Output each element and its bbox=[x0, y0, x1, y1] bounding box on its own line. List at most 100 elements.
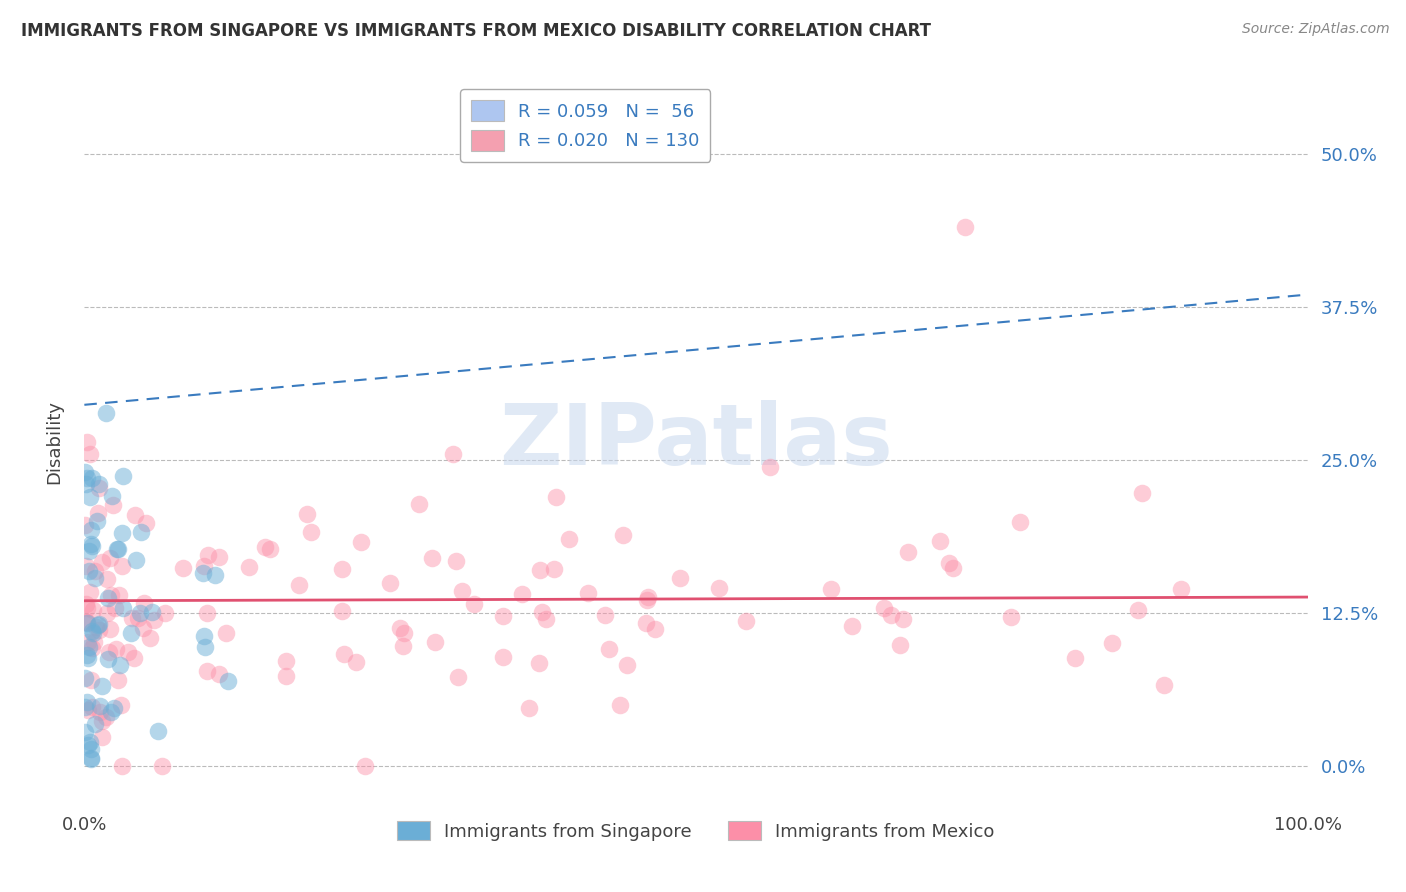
Point bbox=[529, 563, 551, 577]
Text: IMMIGRANTS FROM SINGAPORE VS IMMIGRANTS FROM MEXICO DISABILITY CORRELATION CHART: IMMIGRANTS FROM SINGAPORE VS IMMIGRANTS … bbox=[21, 22, 931, 40]
Point bbox=[96, 710, 118, 724]
Point bbox=[193, 566, 215, 581]
Point bbox=[77, 543, 100, 558]
Point bbox=[121, 611, 143, 625]
Point bbox=[100, 489, 122, 503]
Point bbox=[89, 705, 111, 719]
Point bbox=[84, 571, 107, 585]
Point bbox=[193, 629, 215, 643]
Point bbox=[195, 607, 218, 621]
Point bbox=[215, 625, 238, 640]
Point bbox=[117, 645, 139, 659]
Point bbox=[87, 506, 110, 520]
Point bbox=[208, 666, 231, 681]
Point bbox=[75, 558, 97, 573]
Point bbox=[543, 562, 565, 576]
Point bbox=[103, 701, 125, 715]
Point bbox=[80, 741, 103, 756]
Point bbox=[333, 647, 356, 661]
Point bbox=[76, 616, 98, 631]
Text: ZIPatlas: ZIPatlas bbox=[499, 400, 893, 483]
Point bbox=[408, 498, 430, 512]
Point bbox=[344, 655, 367, 669]
Point bbox=[152, 759, 174, 773]
Point bbox=[288, 578, 311, 592]
Point bbox=[492, 609, 515, 624]
Point bbox=[76, 695, 98, 709]
Point bbox=[217, 673, 239, 688]
Point bbox=[259, 542, 281, 557]
Point bbox=[77, 635, 100, 649]
Point bbox=[87, 618, 110, 632]
Point bbox=[89, 481, 111, 495]
Point bbox=[104, 601, 127, 615]
Point bbox=[193, 559, 215, 574]
Point bbox=[75, 597, 97, 611]
Point bbox=[75, 615, 97, 630]
Point bbox=[83, 635, 105, 649]
Point bbox=[534, 612, 557, 626]
Point bbox=[634, 615, 657, 630]
Point bbox=[77, 564, 100, 578]
Point bbox=[82, 602, 104, 616]
Point bbox=[953, 220, 976, 235]
Point bbox=[378, 575, 401, 590]
Point bbox=[253, 541, 276, 555]
Point bbox=[301, 524, 323, 539]
Point bbox=[76, 615, 98, 629]
Point bbox=[84, 620, 107, 634]
Point bbox=[598, 642, 620, 657]
Point bbox=[105, 542, 128, 557]
Point bbox=[274, 669, 297, 683]
Point bbox=[510, 587, 533, 601]
Point bbox=[94, 406, 117, 420]
Y-axis label: Disability: Disability bbox=[45, 400, 63, 483]
Point bbox=[107, 673, 129, 688]
Point bbox=[110, 698, 132, 713]
Point bbox=[669, 571, 692, 585]
Point bbox=[79, 490, 101, 504]
Point bbox=[194, 640, 217, 655]
Point bbox=[98, 622, 121, 636]
Point bbox=[444, 554, 467, 568]
Point bbox=[89, 477, 111, 491]
Point bbox=[84, 564, 107, 578]
Point bbox=[80, 752, 103, 766]
Point bbox=[637, 591, 659, 605]
Point bbox=[616, 657, 638, 672]
Point bbox=[79, 537, 101, 551]
Point bbox=[107, 541, 129, 556]
Point bbox=[129, 607, 152, 621]
Point bbox=[124, 508, 146, 522]
Point bbox=[1153, 677, 1175, 691]
Point bbox=[73, 671, 96, 685]
Point bbox=[425, 634, 447, 648]
Point bbox=[89, 699, 111, 714]
Point bbox=[208, 549, 231, 564]
Point bbox=[110, 657, 132, 672]
Point bbox=[644, 622, 666, 636]
Point bbox=[146, 723, 169, 738]
Point bbox=[77, 650, 100, 665]
Point bbox=[138, 631, 160, 645]
Point bbox=[91, 679, 114, 693]
Point bbox=[76, 471, 98, 485]
Point bbox=[111, 468, 134, 483]
Point bbox=[451, 584, 474, 599]
Point bbox=[354, 759, 377, 773]
Point bbox=[125, 553, 148, 567]
Point bbox=[1101, 636, 1123, 650]
Point bbox=[79, 447, 101, 461]
Legend: Immigrants from Singapore, Immigrants from Mexico: Immigrants from Singapore, Immigrants fr… bbox=[391, 814, 1001, 848]
Point bbox=[111, 759, 134, 773]
Point bbox=[76, 434, 98, 449]
Point bbox=[942, 561, 965, 575]
Point bbox=[135, 516, 157, 530]
Point bbox=[82, 624, 104, 639]
Point bbox=[1130, 485, 1153, 500]
Point bbox=[873, 601, 896, 615]
Point bbox=[820, 582, 842, 596]
Point bbox=[111, 558, 134, 573]
Point bbox=[330, 562, 353, 576]
Point bbox=[104, 642, 127, 657]
